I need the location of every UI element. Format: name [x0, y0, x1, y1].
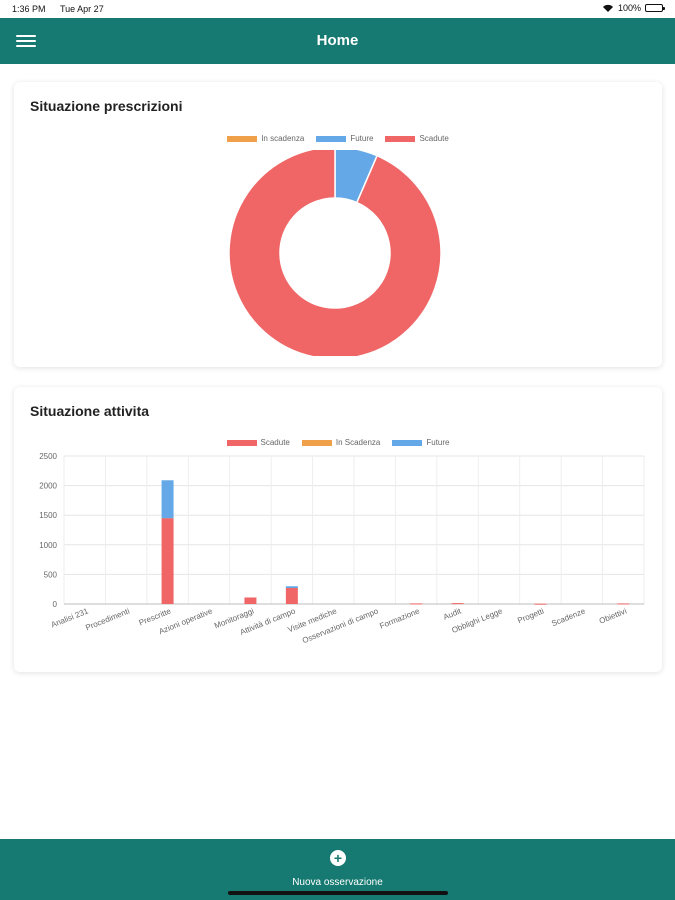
x-tick-label: Procedimenti: [84, 606, 131, 632]
attivita-bar-chart: 0 500 1000 1500 2000 2500 Analisi 231Procedime…: [39, 452, 645, 645]
hamburger-menu-icon[interactable]: [16, 32, 36, 50]
prescrizioni-legend-item[interactable]: Scadute: [385, 134, 449, 143]
bar-future: [161, 480, 174, 519]
battery-percentage: 100%: [617, 3, 641, 13]
status-right: 100%: [602, 3, 665, 13]
page-title: Home: [316, 32, 359, 49]
home-indicator: [228, 891, 448, 895]
attivita-legend-item[interactable]: Scadute: [226, 438, 290, 447]
donut-slice-scadute: [228, 150, 442, 356]
legend-swatch: [227, 135, 258, 142]
y-tick-label: 500: [44, 570, 58, 579]
attivita-title: Situazione attivita: [30, 403, 150, 419]
y-tick-label: 1000: [39, 541, 57, 550]
legend-swatch: [226, 439, 257, 446]
prescrizioni-card: Situazione prescrizioni In scadenza Futur…: [14, 82, 662, 367]
legend-swatch: [301, 439, 332, 446]
bar-scadute: [285, 588, 298, 604]
app-bar: Home: [0, 18, 675, 64]
legend-swatch: [392, 439, 423, 446]
legend-label: Scadute: [260, 438, 290, 447]
y-tick-label: 1500: [39, 511, 57, 520]
prescrizioni-legend-item[interactable]: Future: [316, 134, 373, 143]
x-tick-label: Progetti: [516, 606, 545, 625]
bar-scadute: [410, 603, 423, 605]
status-time: 1:36 PM: [12, 4, 46, 14]
legend-label: Scadute: [419, 134, 449, 143]
prescrizioni-legend-item[interactable]: In scadenza: [227, 134, 304, 143]
attivita-legend: Scadute In Scadenza Future: [14, 438, 662, 447]
bar-scadute: [617, 603, 630, 605]
wifi-icon: [602, 4, 614, 12]
x-tick-label: Osservazioni di campo: [301, 606, 380, 645]
prescrizioni-donut-chart: [228, 150, 442, 356]
y-tick-label: 2000: [39, 482, 57, 491]
y-tick-label: 0: [53, 600, 58, 609]
legend-label: Future: [350, 134, 374, 143]
x-tick-label: Formazione: [378, 606, 421, 630]
battery-icon: [645, 4, 665, 12]
x-tick-label: Obiettivi: [598, 606, 628, 625]
legend-swatch: [316, 135, 347, 142]
bar-scadute: [244, 597, 257, 604]
attivita-legend-item[interactable]: Future: [392, 438, 449, 447]
bar-scadute: [161, 518, 174, 604]
bar-scadute: [451, 603, 464, 605]
plus-circle-icon[interactable]: +: [330, 850, 346, 866]
legend-label: In Scadenza: [335, 438, 381, 447]
bottom-bar: + Nuova osservazione: [0, 839, 675, 900]
x-tick-label: Scadenze: [550, 606, 587, 628]
prescrizioni-legend: In scadenza Future Scadute: [14, 134, 662, 143]
attivita-card: Situazione attivita Scadute In Scadenza Fu…: [14, 387, 662, 672]
x-tick-label: Audit: [442, 606, 463, 621]
legend-label: Future: [426, 438, 450, 447]
attivita-legend-item[interactable]: In Scadenza: [301, 438, 381, 447]
bar-future: [285, 586, 298, 589]
bar-scadute: [534, 603, 547, 605]
x-tick-label: Analisi 231: [50, 606, 90, 629]
y-tick-label: 2500: [39, 452, 57, 461]
status-date: Tue Apr 27: [60, 4, 104, 14]
legend-label: In scadenza: [261, 134, 305, 143]
status-bar: 1:36 PM Tue Apr 27 100%: [0, 0, 675, 18]
prescrizioni-title: Situazione prescrizioni: [30, 98, 183, 114]
new-observation-button[interactable]: Nuova osservazione: [292, 877, 383, 888]
legend-swatch: [385, 135, 416, 142]
